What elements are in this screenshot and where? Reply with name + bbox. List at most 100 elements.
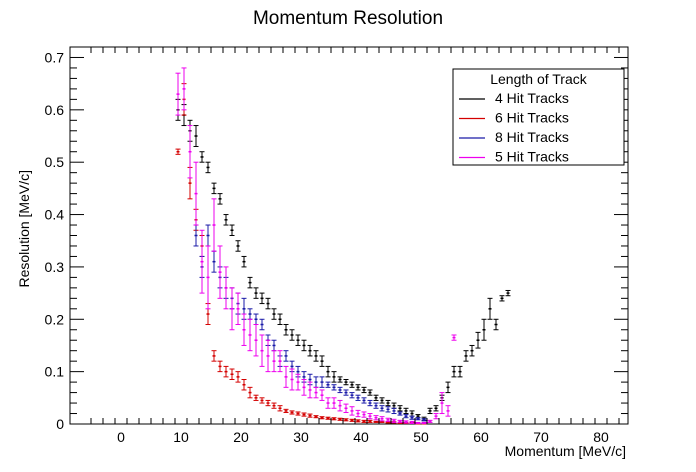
data-point	[343, 378, 349, 386]
data-point	[337, 386, 343, 394]
data-point	[349, 392, 355, 399]
data-point	[313, 415, 319, 419]
data-point	[205, 245, 211, 310]
data-point	[367, 419, 373, 423]
y-tick-label: 0.5	[45, 154, 65, 170]
data-point	[331, 384, 337, 391]
data-point	[199, 229, 205, 294]
data-point	[361, 419, 367, 423]
data-point	[259, 397, 265, 404]
data-point	[379, 397, 385, 404]
x-axis: 0 10 20 30 40 50 60 70 80	[90, 47, 620, 445]
data-point	[313, 376, 319, 388]
data-point	[229, 287, 235, 331]
data-point	[193, 161, 199, 226]
data-point	[175, 148, 181, 155]
data-point	[319, 389, 325, 401]
series-5-hit-tracks	[175, 67, 457, 424]
x-tick-label: 0	[117, 429, 125, 445]
data-point	[379, 420, 385, 423]
data-point	[283, 350, 289, 362]
data-point	[361, 411, 367, 418]
data-point	[319, 376, 325, 388]
data-point	[247, 318, 253, 352]
data-point	[469, 344, 475, 357]
data-point	[451, 365, 457, 378]
series-4-hit-tracks	[175, 98, 511, 421]
series-6-hit-tracks	[175, 83, 427, 425]
data-point	[289, 410, 295, 415]
data-point	[463, 350, 469, 362]
data-point	[241, 378, 247, 391]
x-tick-label: 60	[473, 429, 489, 445]
legend-label: 8 Hit Tracks	[495, 129, 569, 145]
data-point	[247, 308, 253, 320]
data-point	[337, 417, 343, 421]
y-tick-label: 0.2	[45, 311, 65, 327]
data-point	[277, 313, 283, 326]
data-point	[247, 386, 253, 399]
legend-entry: 6 Hit Tracks	[459, 110, 569, 126]
x-axis-title: Momentum [MeV/c]	[505, 443, 626, 459]
data-point	[355, 419, 361, 423]
data-point	[217, 193, 223, 205]
data-point	[331, 417, 337, 421]
data-point	[181, 67, 187, 111]
data-point	[403, 414, 409, 419]
legend-entry: 8 Hit Tracks	[459, 129, 569, 145]
data-point	[211, 182, 217, 195]
data-point	[349, 381, 355, 388]
data-point	[193, 224, 199, 247]
data-point	[307, 381, 313, 399]
data-point	[307, 413, 313, 418]
data-point	[397, 411, 403, 416]
data-point	[445, 381, 451, 394]
data-point	[205, 224, 211, 247]
data-point	[253, 394, 259, 401]
legend-label: 5 Hit Tracks	[495, 149, 569, 165]
data-point	[223, 214, 229, 226]
data-point	[379, 416, 385, 422]
data-point	[385, 417, 391, 422]
data-point	[229, 224, 235, 236]
data-point	[379, 405, 385, 412]
legend-label: 4 Hit Tracks	[495, 90, 569, 106]
legend-entry: 4 Hit Tracks	[459, 90, 569, 106]
data-point	[265, 399, 271, 407]
data-point	[271, 308, 277, 320]
data-point	[367, 399, 373, 407]
data-point	[457, 365, 463, 378]
data-point	[259, 292, 265, 305]
data-point	[223, 266, 229, 310]
data-point	[493, 318, 499, 331]
data-point	[253, 287, 259, 299]
y-axis: 0 0.1 0.2 0.3 0.4 0.5 0.6 0.7	[45, 46, 628, 432]
data-point	[301, 412, 307, 417]
data-point	[325, 416, 331, 420]
x-tick-label: 10	[173, 429, 189, 445]
data-point	[361, 397, 367, 404]
chart-title: Momentum Resolution	[253, 8, 443, 29]
data-point	[325, 381, 331, 388]
data-point	[415, 421, 421, 424]
data-point	[247, 276, 253, 289]
y-axis-title: Resolution [MeV/c]	[16, 170, 32, 288]
data-point	[223, 365, 229, 378]
data-point	[367, 389, 373, 396]
legend-box	[452, 68, 625, 166]
data-point	[409, 410, 415, 417]
data-point	[229, 368, 235, 380]
data-point	[295, 411, 301, 416]
legend: Length of Track 4 Hit Tracks 6 Hit Tracks 8…	[452, 68, 625, 166]
data-point	[253, 313, 259, 326]
data-point	[409, 415, 415, 420]
data-point	[427, 407, 433, 415]
data-point	[421, 418, 427, 422]
data-point	[499, 295, 505, 302]
data-point	[355, 394, 361, 401]
data-point	[235, 240, 241, 252]
y-tick-label: 0.3	[45, 259, 65, 275]
data-point	[283, 365, 289, 388]
